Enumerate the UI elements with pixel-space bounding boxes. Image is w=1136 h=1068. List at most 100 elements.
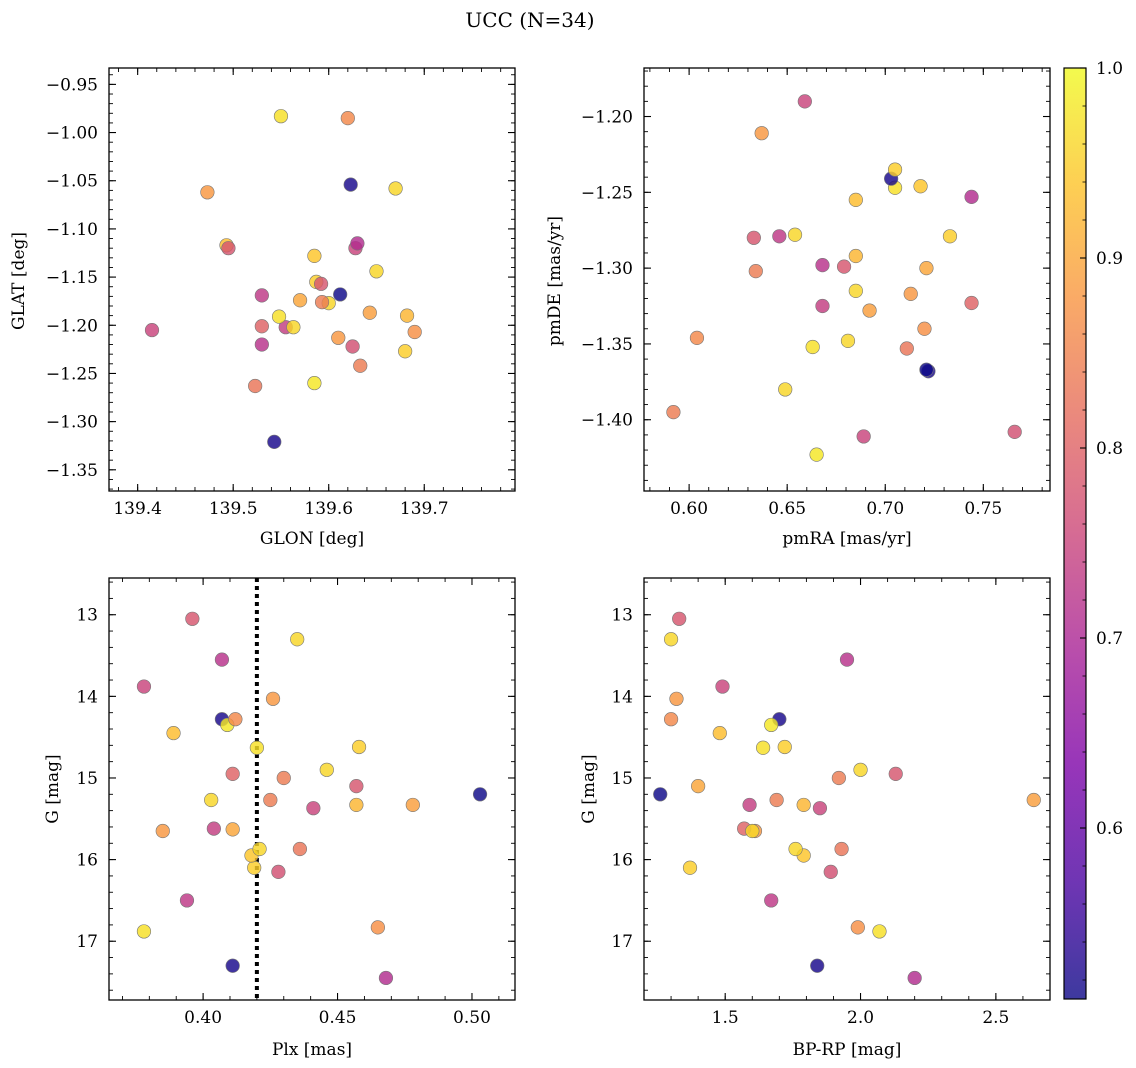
y-tick-label: 17 <box>76 932 98 952</box>
y-tick-label: −1.25 <box>46 364 98 384</box>
data-point <box>228 712 243 727</box>
colorbar: 0.6 0.7 0.8 0.9 1.0 <box>1063 59 1123 1000</box>
data-point <box>834 841 849 857</box>
data-point <box>853 762 868 777</box>
colorbar-tick-label: 0.6 <box>1096 819 1123 839</box>
data-point <box>772 229 787 244</box>
data-point <box>313 276 329 291</box>
colorbar-tick-label: 0.9 <box>1096 249 1123 269</box>
x-tick-label: 0.70 <box>866 499 904 519</box>
data-point <box>249 740 264 755</box>
data-point <box>353 358 368 373</box>
data-point <box>778 382 793 397</box>
data-point <box>407 324 422 340</box>
xlabel-bprp: BP-RP [mag] <box>793 1040 902 1060</box>
data-point <box>307 375 322 391</box>
data-point <box>669 691 684 706</box>
y-tick-label: 14 <box>76 687 98 707</box>
x-tick-label: 139.4 <box>113 499 162 519</box>
data-point <box>319 762 334 777</box>
y-tick-label: −1.10 <box>46 220 98 240</box>
data-point <box>351 739 367 755</box>
data-point <box>136 924 152 939</box>
data-point <box>815 257 830 273</box>
data-point <box>672 611 687 626</box>
data-point <box>888 766 903 781</box>
data-point <box>848 248 863 264</box>
data-point <box>682 860 698 875</box>
data-point <box>754 126 769 141</box>
data-point <box>362 305 377 320</box>
data-point <box>862 303 877 318</box>
data-point <box>290 632 305 647</box>
data-point <box>349 779 364 794</box>
data-point <box>856 429 871 444</box>
data-point <box>712 725 727 741</box>
x-tick-label: 0.65 <box>768 499 806 519</box>
data-point <box>350 236 365 251</box>
data-point <box>185 611 200 626</box>
data-point <box>777 739 792 755</box>
data-point <box>836 259 852 274</box>
data-point <box>942 229 958 244</box>
data-point <box>840 333 856 349</box>
x-tick-label: 1.5 <box>712 1008 739 1028</box>
data-point <box>964 189 979 204</box>
data-point <box>221 241 236 256</box>
data-point <box>689 330 705 345</box>
data-point <box>370 920 385 935</box>
data-point <box>1007 424 1022 439</box>
data-point <box>663 632 679 647</box>
ylabel-g-left: G [mag] <box>43 754 63 823</box>
y-tick-label: −1.30 <box>581 259 633 279</box>
x-tick-label: 0.75 <box>964 499 1002 519</box>
data-point <box>271 864 286 879</box>
data-point <box>286 320 301 335</box>
data-point <box>746 230 761 245</box>
xlabel-pmra: pmRA [mas/yr] <box>782 529 911 549</box>
figure-title: UCC (N=34) <box>465 8 594 32</box>
data-point <box>839 652 855 667</box>
data-point <box>200 185 215 200</box>
data-point <box>155 823 170 839</box>
y-tick-label: −1.25 <box>581 183 633 203</box>
data-point <box>306 801 321 816</box>
data-point <box>850 920 865 935</box>
data-point <box>907 970 922 986</box>
data-point <box>252 841 267 857</box>
data-point <box>903 286 918 302</box>
data-point <box>314 295 330 310</box>
data-point <box>225 766 240 781</box>
y-tick-label: 15 <box>76 769 98 789</box>
data-point <box>764 893 779 908</box>
panel-glon-glat: GLON [deg] GLAT [deg] 139.4 139.5 139.6 139… <box>9 67 516 549</box>
plot-frame <box>643 67 1051 492</box>
data-point <box>271 309 287 324</box>
panel-plx-g: Plx [mas] G [mag] 0.40 0.45 0.50 13 14 15 16 17 <box>43 577 516 1060</box>
ylabel-pmde: pmDE [mas/yr] <box>545 216 565 346</box>
y-tick-label: 16 <box>76 851 98 871</box>
data-point <box>848 283 863 298</box>
data-point <box>797 94 812 109</box>
data-point <box>267 434 282 449</box>
data-point <box>787 227 803 242</box>
data-point <box>166 725 181 741</box>
data-point <box>848 192 863 208</box>
data-point <box>745 823 760 839</box>
y-tick-label: −1.20 <box>46 316 98 336</box>
data-point <box>369 264 384 279</box>
plot-frame <box>643 577 1051 1001</box>
x-tick-label: 0.45 <box>319 1008 357 1028</box>
data-point <box>254 319 269 334</box>
colorbar-gradient <box>1064 68 1086 999</box>
y-tick-label: −0.95 <box>46 75 98 95</box>
y-tick-label: −1.20 <box>581 108 633 128</box>
data-point <box>913 179 928 194</box>
data-point <box>472 787 488 802</box>
data-point <box>204 792 219 808</box>
data-point <box>399 308 415 323</box>
data-point <box>831 770 846 786</box>
data-point <box>815 298 830 314</box>
data-point <box>247 860 262 875</box>
